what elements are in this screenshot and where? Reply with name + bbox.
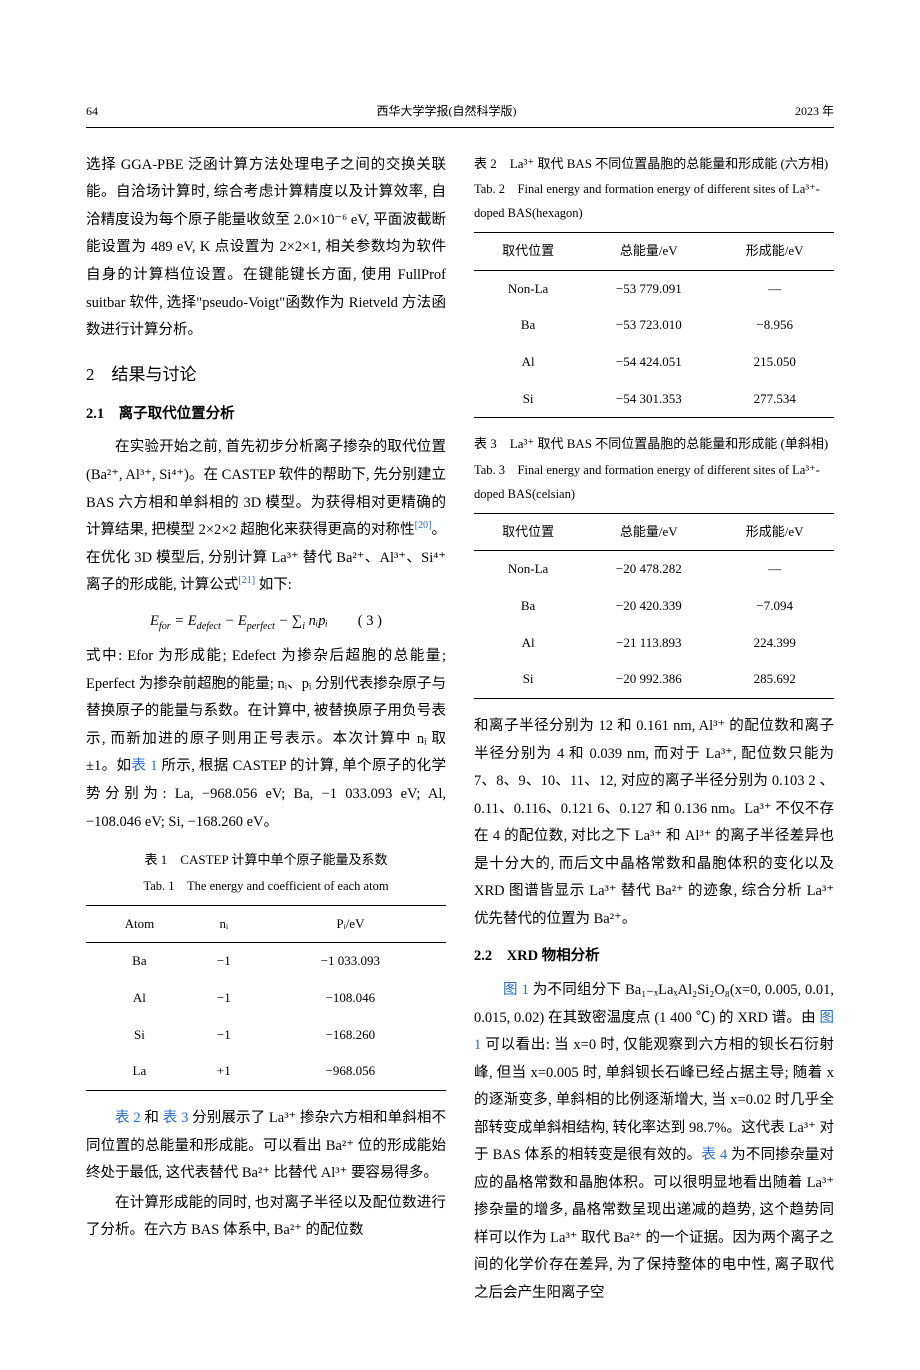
text: 如下: [255,577,292,593]
table-header-row: 取代位置 总能量/eV 形成能/eV [474,513,834,551]
journal-name: 西华大学学报(自然科学版) [376,100,516,123]
equation: Efor = Edefect − Eperfect − ∑i nᵢpᵢ ( 3 … [86,608,446,636]
table-link[interactable]: 表 1 [131,758,157,774]
table-header-cell: 总能量/eV [582,513,715,551]
citation-link[interactable]: [21] [238,575,255,586]
table-row: Si−1−168.260 [86,1017,446,1054]
table-row: Ba−1−1 033.093 [86,943,446,980]
table-caption-cn: 表 2 La³⁺ 取代 BAS 不同位置晶胞的总能量和形成能 (六方相) [474,152,834,177]
table-row: Al−1−108.046 [86,980,446,1017]
table-header-cell: 形成能/eV [715,232,834,270]
table-row: Non-La−53 779.091— [474,270,834,307]
table-header-cell: Atom [86,905,193,943]
table-header-cell: 形成能/eV [715,513,834,551]
paragraph: 在计算形成能的同时, 也对离子半径以及配位数进行了分析。在六方 BAS 体系中,… [86,1190,446,1245]
table-header-cell: Pᵢ/eV [255,905,446,943]
table-header-cell: 取代位置 [474,232,582,270]
page-number: 64 [86,100,98,123]
text: 可以看出: 当 x=0 时, 仅能观察到六方相的钡长石衍射峰, 但当 x=0.0… [474,1037,834,1163]
subsection-heading: 2.1 离子取代位置分析 [86,401,446,429]
text: 为不同掺杂量对应的晶格常数和晶胞体积。可以很明显地看出随着 La³⁺ 掺杂量的增… [474,1147,834,1301]
figure-link[interactable]: 图 1 [503,982,529,998]
text: 为不同组分下 Ba₁₋ₓLaₓAl₂Si₂O₈(x=0, 0.005, 0.01… [474,982,834,1026]
table-row: La+1−968.056 [86,1053,446,1090]
right-column: 表 2 La³⁺ 取代 BAS 不同位置晶胞的总能量和形成能 (六方相) Tab… [474,152,834,1310]
table-row: Si−54 301.353277.534 [474,381,834,418]
table-caption-en: Tab. 2 Final energy and formation energy… [474,178,834,226]
equation-number: ( 3 ) [358,608,382,636]
table-caption-cn: 表 1 CASTEP 计算中单个原子能量及系数 [86,848,446,873]
table-link[interactable]: 表 4 [701,1147,727,1163]
table-row: Ba−53 723.010−8.956 [474,307,834,344]
table-row: Non-La−20 478.282— [474,551,834,588]
table-row: Ba−20 420.339−7.094 [474,588,834,625]
table-caption-cn: 表 3 La³⁺ 取代 BAS 不同位置晶胞的总能量和形成能 (单斜相) [474,432,834,457]
citation-link[interactable]: [20] [415,520,432,531]
table-header-cell: 取代位置 [474,513,582,551]
table-1: 表 1 CASTEP 计算中单个原子能量及系数 Tab. 1 The energ… [86,848,446,1091]
table-header-cell: 总能量/eV [582,232,715,270]
table-header-row: 取代位置 总能量/eV 形成能/eV [474,232,834,270]
paragraph: 表 2 和 表 3 分别展示了 La³⁺ 掺杂六方相和单斜相不同位置的总能量和形… [86,1105,446,1188]
table: 取代位置 总能量/eV 形成能/eV Non-La−20 478.282— Ba… [474,513,834,699]
table-link[interactable]: 表 2 [115,1110,141,1126]
table-caption-en: Tab. 3 Final energy and formation energy… [474,459,834,507]
paragraph: 和离子半径分别为 12 和 0.161 nm, Al³⁺ 的配位数和离子半径分别… [474,713,834,933]
table-row: Al−21 113.893224.399 [474,625,834,662]
table-row: Si−20 992.386285.692 [474,661,834,698]
page: 64 西华大学学报(自然科学版) 2023 年 选择 GGA-PBE 泛函计算方… [0,0,920,1370]
table-header-cell: nᵢ [193,905,255,943]
left-column: 选择 GGA-PBE 泛函计算方法处理电子之间的交换关联能。自洽场计算时, 综合… [86,152,446,1310]
page-header: 64 西华大学学报(自然科学版) 2023 年 [86,100,834,128]
table-header-row: Atom nᵢ Pᵢ/eV [86,905,446,943]
table: Atom nᵢ Pᵢ/eV Ba−1−1 033.093 Al−1−108.04… [86,905,446,1091]
paragraph: 式中: Efor 为形成能; Edefect 为掺杂后超胞的总能量; Eperf… [86,643,446,836]
table-row: Al−54 424.051215.050 [474,344,834,381]
section-heading: 2 结果与讨论 [86,359,446,391]
content-columns: 选择 GGA-PBE 泛函计算方法处理电子之间的交换关联能。自洽场计算时, 综合… [86,152,834,1310]
paragraph: 图 1 为不同组分下 Ba₁₋ₓLaₓAl₂Si₂O₈(x=0, 0.005, … [474,977,834,1308]
text: 在实验开始之前, 首先初步分析离子掺杂的取代位置 (Ba²⁺, Al³⁺, Si… [86,439,446,538]
paragraph: 在实验开始之前, 首先初步分析离子掺杂的取代位置 (Ba²⁺, Al³⁺, Si… [86,434,446,599]
table-caption-en: Tab. 1 The energy and coefficient of eac… [86,875,446,899]
table-link[interactable]: 表 3 [163,1110,189,1126]
table-3: 表 3 La³⁺ 取代 BAS 不同位置晶胞的总能量和形成能 (单斜相) Tab… [474,432,834,699]
equation-body: Efor = Edefect − Eperfect − ∑i nᵢpᵢ [150,608,328,636]
subsection-heading: 2.2 XRD 物相分析 [474,943,834,971]
text: 和 [141,1110,163,1126]
table: 取代位置 总能量/eV 形成能/eV Non-La−53 779.091— Ba… [474,232,834,418]
paragraph: 选择 GGA-PBE 泛函计算方法处理电子之间的交换关联能。自洽场计算时, 综合… [86,152,446,345]
table-2: 表 2 La³⁺ 取代 BAS 不同位置晶胞的总能量和形成能 (六方相) Tab… [474,152,834,419]
publish-year: 2023 年 [795,100,834,123]
text: 式中: Efor 为形成能; Edefect 为掺杂后超胞的总能量; Eperf… [86,648,446,774]
